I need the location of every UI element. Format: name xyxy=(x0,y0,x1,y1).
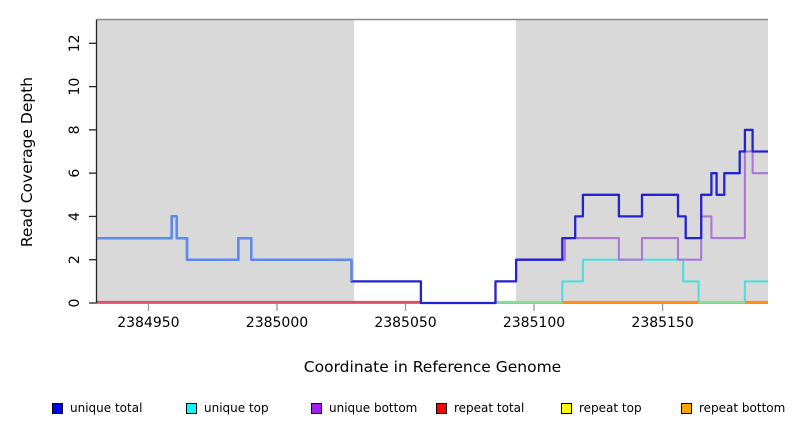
series-unique-total-left-overlay xyxy=(97,215,353,282)
legend-swatch xyxy=(186,402,197,414)
x-tick-label: 2385100 xyxy=(503,315,565,331)
legend-swatch xyxy=(681,402,692,414)
legend-item-unique-top: unique top xyxy=(186,399,269,417)
legend-label: repeat total xyxy=(454,401,525,415)
legend-swatch xyxy=(436,402,447,414)
legend-item-repeat-total: repeat total xyxy=(436,399,524,417)
y-tick-label: 0 xyxy=(67,299,83,308)
y-tick-label: 8 xyxy=(67,125,83,134)
legend-item-unique-total: unique total xyxy=(52,399,142,417)
legend-label: unique top xyxy=(204,401,269,415)
legend-item-repeat-bottom: repeat bottom xyxy=(681,399,785,417)
legend-label: unique total xyxy=(70,401,143,415)
legend-label: repeat top xyxy=(579,401,642,415)
y-tick-label: 4 xyxy=(67,212,83,221)
y-tick-label: 6 xyxy=(67,169,83,178)
x-tick-label: 2385000 xyxy=(246,315,308,331)
y-tick-label: 12 xyxy=(67,34,83,52)
x-tick-label: 2385050 xyxy=(374,315,436,331)
legend-label: unique bottom xyxy=(329,401,418,415)
legend: unique total unique top unique bottom repea… xyxy=(0,399,792,419)
y-tick-label: 2 xyxy=(67,255,83,264)
legend-swatch xyxy=(311,402,322,414)
legend-item-repeat-top: repeat top xyxy=(561,399,642,417)
left-gray-region xyxy=(97,19,355,303)
legend-swatch xyxy=(52,402,63,414)
legend-label: repeat bottom xyxy=(699,401,786,415)
x-axis-title: Coordinate in Reference Genome xyxy=(303,358,562,376)
legend-swatch xyxy=(561,402,572,414)
series-unique-top xyxy=(97,258,768,305)
legend-item-unique-bottom: unique bottom xyxy=(311,399,417,417)
x-tick-label: 2385150 xyxy=(631,315,693,331)
y-axis-title: Read Coverage Depth xyxy=(18,76,36,248)
x-tick-label: 2384950 xyxy=(117,315,179,331)
y-tick-label: 10 xyxy=(67,78,83,96)
